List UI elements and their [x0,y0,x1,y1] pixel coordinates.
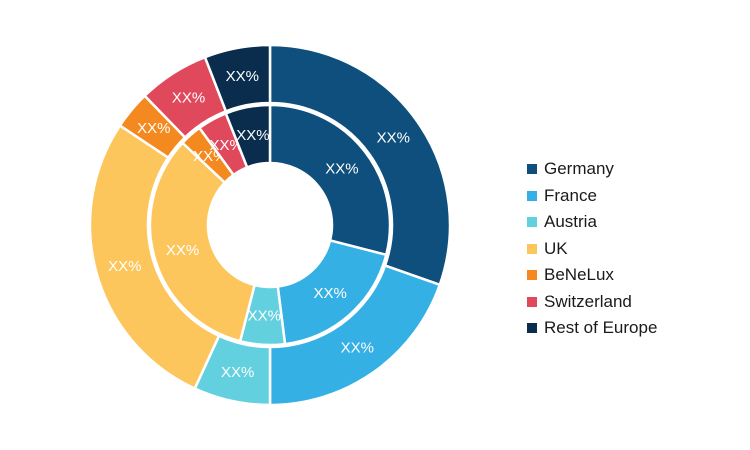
legend-label: Rest of Europe [544,318,658,338]
legend-label: France [544,185,597,205]
legend-item-rest-of-europe: Rest of Europe [527,315,657,342]
inner-label-germany: XX% [325,161,358,178]
legend-label: UK [544,238,568,258]
inner-label-switzerland: XX% [209,137,242,154]
legend-swatch [527,296,537,307]
inner-label-france: XX% [313,285,346,302]
inner-label-uk: XX% [166,242,199,259]
outer-label-france: XX% [341,340,374,357]
legend-item-germany: Germany [527,156,657,183]
legend-swatch [527,190,537,201]
legend-label: BeNeLux [544,265,614,285]
legend-swatch [527,270,537,281]
legend-swatch [527,323,537,334]
legend-label: Switzerland [544,291,632,311]
legend-item-uk: UK [527,236,657,263]
legend: Germany France Austria UK BeNeLux Switze… [527,156,657,342]
legend-swatch [527,243,537,254]
legend-item-france: France [527,183,657,210]
legend-item-austria: Austria [527,209,657,236]
legend-item-benelux: BeNeLux [527,262,657,289]
legend-item-switzerland: Switzerland [527,289,657,316]
inner-slice-rest-of-europe [224,103,272,169]
legend-label: Germany [544,159,614,179]
outer-label-austria: XX% [221,364,254,381]
outer-label-germany: XX% [377,129,410,146]
outer-label-uk: XX% [108,258,141,275]
outer-label-switzerland: XX% [172,89,205,106]
legend-swatch [527,217,537,228]
outer-slice-germany [268,43,452,287]
outer-slice-rest-of-europe [203,43,272,113]
inner-slice-uk [148,141,257,343]
inner-slice-germany [268,103,392,257]
inner-label-rest-of-europe: XX% [236,127,269,144]
outer-slice-uk [88,123,221,391]
inner-label-austria: XX% [248,307,281,324]
outer-label-benelux: XX% [137,120,170,137]
legend-swatch [527,164,537,175]
outer-label-rest-of-europe: XX% [226,68,259,85]
legend-label: Austria [544,212,597,232]
